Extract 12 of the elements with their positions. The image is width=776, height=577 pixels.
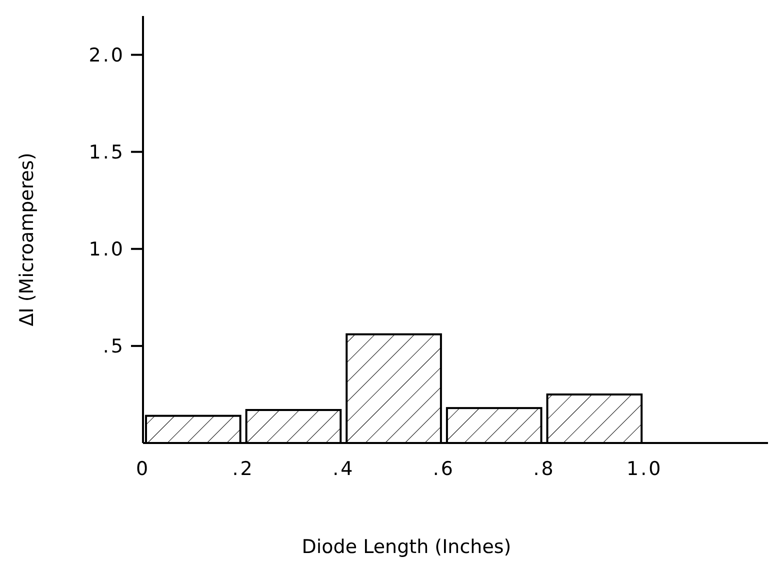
y-tick-label: 1.0 (88, 238, 125, 261)
x-tick-label: .8 (533, 458, 556, 480)
y-tick-label: 2.0 (88, 44, 125, 66)
y-axis-title: ΔI (Microamperes) (16, 152, 38, 326)
x-axis-title: Diode Length (Inches) (302, 536, 512, 558)
x-tick-label: 0 (136, 458, 150, 480)
x-tick-label: .4 (332, 458, 355, 480)
y-tick-label: 1.5 (88, 142, 125, 164)
y-tick-label: .5 (102, 336, 125, 358)
x-tick-label: .2 (232, 458, 254, 480)
x-tick-label: .6 (432, 458, 456, 480)
x-tick-label: 1.0 (626, 458, 663, 480)
